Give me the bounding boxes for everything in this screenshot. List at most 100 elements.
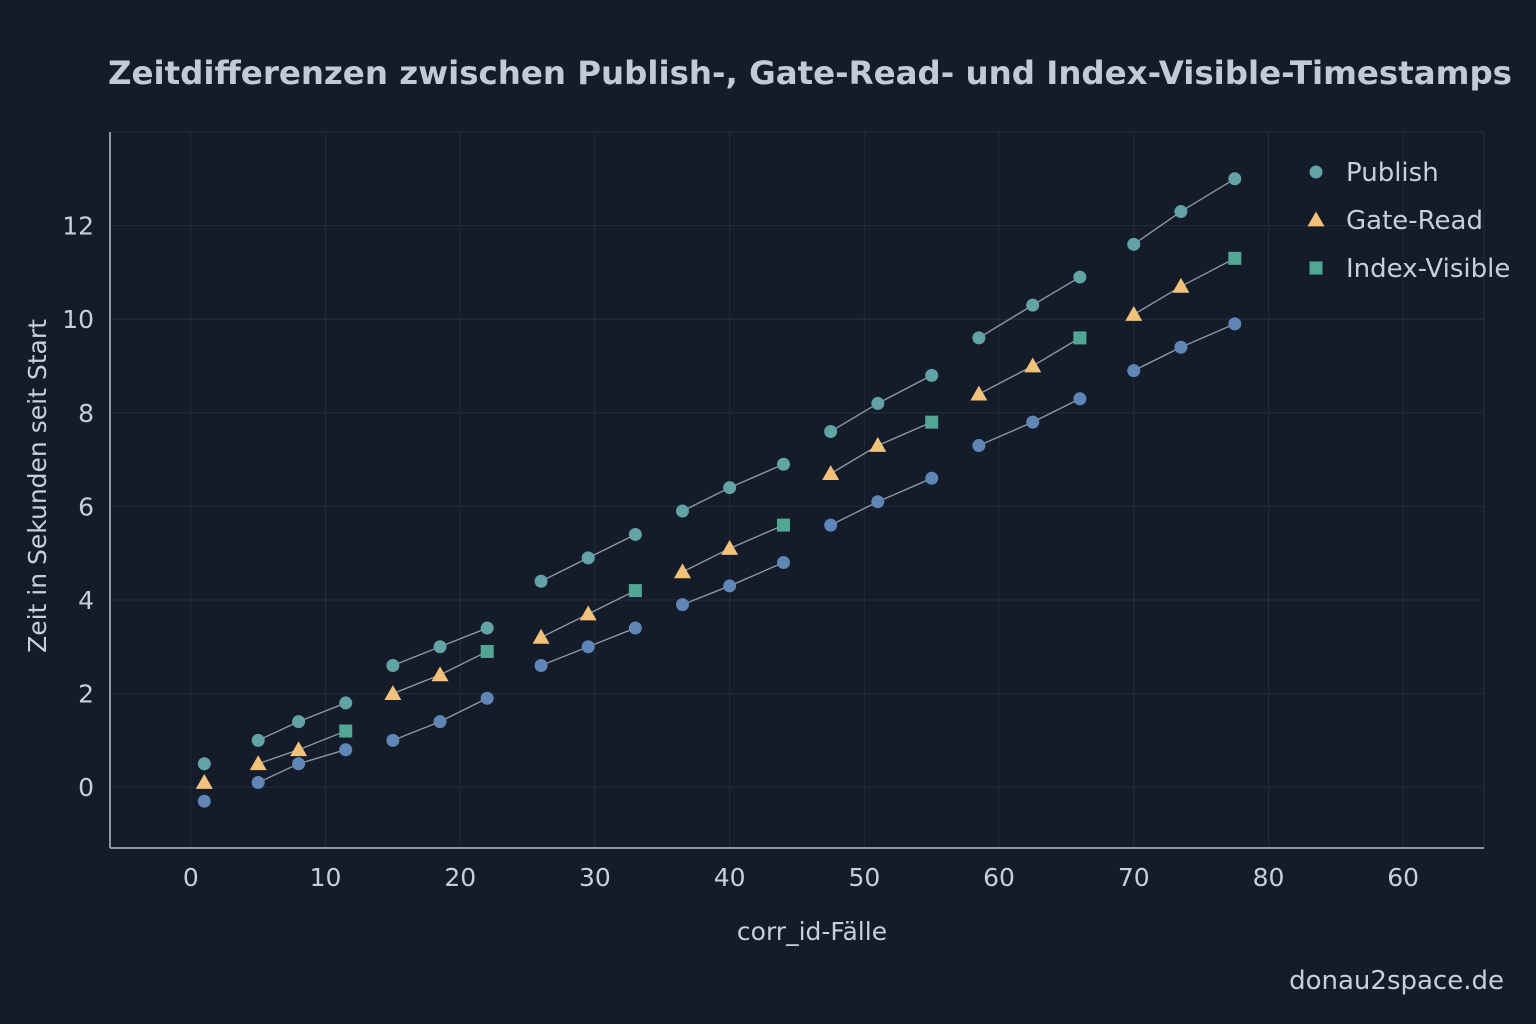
legend-marker-circle (1309, 165, 1323, 179)
y-tick-label: 0 (78, 773, 94, 802)
x-tick-label: 60 (983, 863, 1015, 892)
data-point-circle (386, 658, 400, 672)
data-point-triangle (721, 539, 739, 555)
data-point-circle (777, 457, 791, 471)
data-point-circle (1127, 237, 1141, 251)
y-tick-label: 2 (78, 680, 94, 709)
data-point-square (628, 584, 642, 598)
data-point-circle (292, 715, 306, 729)
x-tick-label: 0 (183, 863, 199, 892)
data-point-circle (824, 425, 838, 439)
y-tick-label: 4 (78, 586, 94, 615)
data-point-circle (777, 556, 791, 570)
x-tick-label: 50 (848, 863, 880, 892)
x-tick-label: 40 (714, 863, 746, 892)
data-point-circle (1228, 172, 1242, 186)
data-point-circle (197, 757, 211, 771)
data-point-circle (628, 527, 642, 541)
grid (109, 131, 1485, 848)
data-point-triangle (822, 465, 840, 480)
data-points (195, 172, 1242, 808)
axes (109, 132, 1484, 849)
data-point-circle (723, 579, 737, 593)
connector-lines (257, 178, 1236, 784)
data-point-triangle (869, 437, 887, 452)
data-point-circle (972, 331, 986, 345)
data-point-circle (433, 715, 447, 729)
data-point-square (1073, 331, 1087, 345)
watermark: donau2space.de (1289, 966, 1504, 996)
data-point-circle (386, 733, 400, 747)
x-tick-label: 60 (1387, 863, 1419, 892)
data-point-square (777, 518, 791, 532)
data-point-triangle (290, 741, 308, 757)
data-point-circle (676, 504, 689, 518)
data-point-circle (972, 439, 986, 453)
chart-title: Zeitdifferenzen zwischen Publish-, Gate-… (108, 54, 1512, 92)
data-point-circle (1073, 392, 1087, 406)
data-point-circle (1026, 298, 1040, 312)
x-tick-label: 30 (579, 863, 611, 892)
data-point-circle (1174, 340, 1188, 354)
y-tick-label: 10 (62, 305, 94, 334)
data-point-circle (871, 495, 885, 509)
data-point-triangle (384, 685, 402, 700)
legend-marker-triangle (1307, 211, 1325, 227)
data-point-triangle (970, 385, 988, 401)
data-point-circle (292, 757, 306, 771)
y-tick-label: 8 (78, 399, 94, 428)
x-tick-label: 80 (1253, 863, 1285, 892)
data-point-triangle (579, 605, 597, 621)
data-point-circle (1174, 205, 1188, 219)
data-point-triangle (1024, 357, 1042, 373)
data-point-circle (433, 640, 447, 654)
legend-marker-square (1309, 261, 1323, 275)
legend: Publish Gate-Read Index-Visible (1307, 158, 1510, 284)
data-point-triangle (249, 755, 267, 771)
x-tick-label: 20 (444, 863, 476, 892)
data-point-circle (628, 621, 642, 635)
x-axis-title: corr_id-Fälle (737, 917, 887, 946)
data-point-triangle (674, 563, 691, 579)
legend-label: Gate-Read (1346, 206, 1483, 236)
data-point-circle (1073, 270, 1087, 284)
data-point-circle (534, 658, 548, 672)
y-axis-title: Zeit in Sekunden seit Start (23, 319, 52, 653)
data-point-circle (723, 481, 737, 495)
data-point-circle (251, 775, 265, 789)
data-point-circle (824, 518, 838, 532)
data-point-circle (1026, 415, 1040, 429)
data-point-circle (534, 574, 548, 588)
data-point-circle (871, 396, 885, 410)
y-tick-labels: 0 2 4 6 8 10 12 (62, 212, 94, 803)
data-point-circle (339, 696, 353, 710)
data-point-triangle (1172, 277, 1190, 293)
legend-label: Publish (1346, 158, 1439, 188)
y-tick-label: 12 (62, 212, 94, 241)
data-point-circle (925, 471, 939, 485)
data-point-square (1228, 251, 1242, 265)
data-point-circle (1127, 364, 1141, 378)
data-point-circle (581, 551, 595, 565)
y-tick-label: 6 (78, 492, 94, 521)
data-point-circle (197, 794, 211, 808)
data-point-square (339, 724, 353, 738)
data-point-triangle (1125, 306, 1143, 321)
data-point-triangle (431, 666, 449, 682)
data-point-circle (480, 621, 494, 635)
data-point-square (925, 415, 939, 429)
legend-label: Index-Visible (1346, 254, 1510, 284)
data-point-circle (480, 691, 494, 705)
data-point-triangle (532, 628, 550, 644)
data-point-circle (925, 368, 939, 382)
data-point-circle (1228, 317, 1242, 331)
x-tick-label: 10 (310, 863, 342, 892)
data-point-circle (251, 733, 265, 747)
data-point-circle (676, 598, 689, 612)
data-point-circle (339, 743, 353, 757)
x-tick-labels: 0 10 20 30 40 50 60 70 80 60 (183, 863, 1419, 892)
data-point-circle (581, 640, 595, 654)
data-point-square (480, 644, 494, 658)
